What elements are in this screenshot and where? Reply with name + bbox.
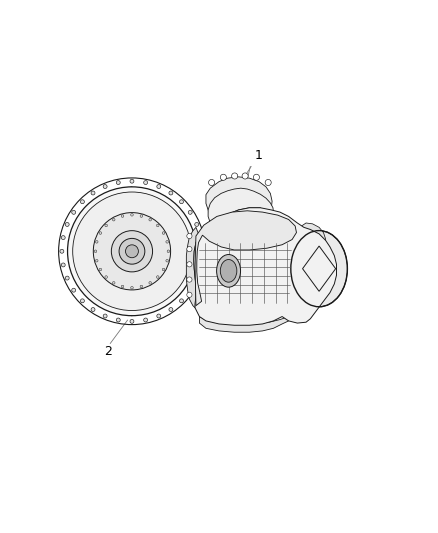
Ellipse shape <box>95 260 98 262</box>
Circle shape <box>187 246 192 252</box>
Text: 1: 1 <box>254 149 262 162</box>
Ellipse shape <box>149 219 152 221</box>
Circle shape <box>265 180 271 185</box>
Ellipse shape <box>169 191 173 195</box>
Ellipse shape <box>91 191 95 195</box>
Ellipse shape <box>140 215 143 217</box>
Polygon shape <box>206 177 272 216</box>
Ellipse shape <box>105 224 107 227</box>
Circle shape <box>187 262 192 267</box>
Ellipse shape <box>121 285 124 288</box>
Ellipse shape <box>130 319 134 324</box>
Ellipse shape <box>72 211 76 214</box>
Polygon shape <box>199 317 289 332</box>
Ellipse shape <box>94 250 97 253</box>
Circle shape <box>242 173 248 179</box>
Circle shape <box>111 231 152 272</box>
Ellipse shape <box>103 314 107 318</box>
Ellipse shape <box>199 236 203 239</box>
Ellipse shape <box>61 263 65 267</box>
Ellipse shape <box>149 281 152 284</box>
Circle shape <box>220 174 226 180</box>
Ellipse shape <box>157 314 161 318</box>
Ellipse shape <box>167 250 170 253</box>
Ellipse shape <box>95 240 98 243</box>
Ellipse shape <box>60 249 64 253</box>
Circle shape <box>93 213 171 290</box>
Ellipse shape <box>81 200 85 204</box>
Circle shape <box>187 233 192 239</box>
Ellipse shape <box>117 181 120 184</box>
Circle shape <box>187 277 192 282</box>
Ellipse shape <box>200 249 204 253</box>
Ellipse shape <box>156 276 159 278</box>
Ellipse shape <box>91 308 95 311</box>
Ellipse shape <box>99 232 102 235</box>
Ellipse shape <box>162 232 165 235</box>
Ellipse shape <box>195 222 199 227</box>
Ellipse shape <box>166 260 169 262</box>
Ellipse shape <box>188 211 192 214</box>
Ellipse shape <box>195 276 199 280</box>
Ellipse shape <box>291 231 347 307</box>
Ellipse shape <box>188 288 192 292</box>
Ellipse shape <box>130 179 134 183</box>
Ellipse shape <box>220 260 237 282</box>
Ellipse shape <box>121 215 124 217</box>
Circle shape <box>119 238 145 264</box>
Circle shape <box>73 192 191 311</box>
Ellipse shape <box>103 184 107 189</box>
Ellipse shape <box>113 219 115 221</box>
Circle shape <box>253 174 259 180</box>
Polygon shape <box>195 211 297 305</box>
Ellipse shape <box>105 276 107 278</box>
Circle shape <box>126 245 138 258</box>
Text: 2: 2 <box>104 345 112 358</box>
Ellipse shape <box>61 236 65 239</box>
Ellipse shape <box>217 255 240 287</box>
Ellipse shape <box>157 184 161 189</box>
Ellipse shape <box>144 318 148 322</box>
Circle shape <box>67 187 196 316</box>
Ellipse shape <box>162 268 165 271</box>
Polygon shape <box>293 223 325 256</box>
Circle shape <box>232 173 238 179</box>
Ellipse shape <box>81 299 85 303</box>
Ellipse shape <box>144 181 148 184</box>
Ellipse shape <box>117 318 120 322</box>
Ellipse shape <box>72 288 76 292</box>
Ellipse shape <box>180 200 184 204</box>
Circle shape <box>187 292 192 297</box>
Polygon shape <box>194 208 336 325</box>
Ellipse shape <box>65 276 69 280</box>
Ellipse shape <box>131 286 133 289</box>
Ellipse shape <box>140 285 143 288</box>
Polygon shape <box>208 188 273 223</box>
Ellipse shape <box>156 224 159 227</box>
Ellipse shape <box>113 281 115 284</box>
Ellipse shape <box>99 268 102 271</box>
Polygon shape <box>186 228 199 308</box>
Ellipse shape <box>166 240 169 243</box>
Ellipse shape <box>199 263 203 267</box>
Ellipse shape <box>169 308 173 311</box>
Ellipse shape <box>65 222 69 227</box>
Ellipse shape <box>131 214 133 216</box>
Ellipse shape <box>180 299 184 303</box>
Circle shape <box>208 180 215 185</box>
